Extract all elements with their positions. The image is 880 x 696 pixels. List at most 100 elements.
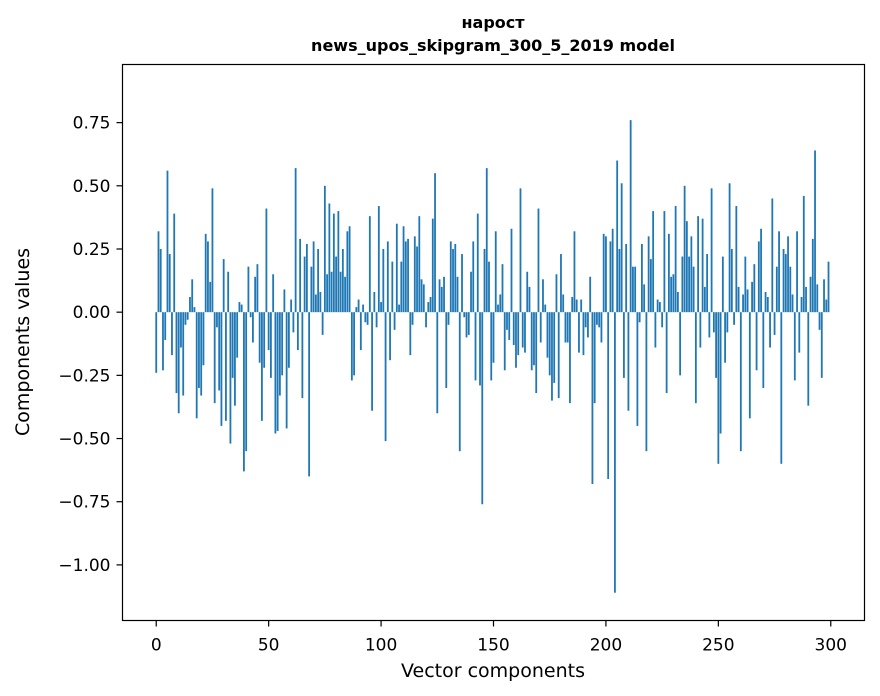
bar: [726, 312, 729, 333]
bar: [231, 312, 234, 378]
bar: [357, 299, 360, 313]
bar: [252, 312, 254, 343]
bar: [362, 304, 364, 313]
bar: [290, 299, 293, 313]
bar: [733, 312, 735, 325]
bar: [667, 233, 670, 313]
bar: [681, 256, 684, 313]
x-tick-label: 0: [151, 636, 162, 656]
bar: [685, 221, 688, 313]
bar: [458, 312, 461, 452]
bar: [620, 183, 623, 313]
bar: [724, 312, 726, 363]
bar: [274, 312, 277, 434]
bar: [483, 248, 486, 313]
bar: [227, 271, 230, 313]
bar: [332, 213, 335, 313]
bar: [440, 286, 443, 313]
bar: [398, 304, 400, 313]
bar: [171, 312, 173, 356]
bar: [571, 297, 574, 313]
bar: [348, 226, 351, 313]
x-tick-label: 50: [258, 636, 280, 656]
bar: [234, 312, 236, 406]
bar: [618, 248, 621, 313]
bar: [807, 312, 810, 406]
bar: [663, 211, 666, 313]
bar: [463, 312, 466, 318]
bar: [575, 299, 578, 313]
bar: [526, 271, 529, 313]
bar: [584, 312, 587, 328]
bar: [452, 248, 454, 313]
bar: [780, 312, 783, 464]
y-tick-label: 0.00: [73, 303, 111, 323]
bar: [784, 254, 787, 313]
bar: [636, 312, 639, 426]
bar: [389, 312, 391, 361]
x-axis-ticks: 0 50 100 150 200 250 300: [151, 620, 847, 656]
bar: [218, 312, 221, 391]
bar: [791, 294, 794, 313]
bar: [323, 185, 326, 313]
bar: [402, 226, 405, 313]
bar: [476, 213, 479, 313]
bar: [353, 312, 355, 376]
y-axis-label: Components values: [12, 248, 34, 436]
bar: [694, 312, 697, 404]
bar: [566, 312, 569, 343]
bar: [391, 261, 394, 313]
bar: [258, 312, 261, 363]
bar: [737, 286, 740, 313]
bars-group: [155, 120, 830, 593]
y-tick-label: 0.50: [73, 177, 111, 197]
bar: [159, 248, 162, 313]
bar: [202, 312, 205, 366]
bar: [303, 256, 306, 313]
bar: [193, 307, 196, 313]
bar: [189, 297, 191, 313]
bar: [508, 312, 511, 340]
bar: [339, 271, 342, 313]
bar: [350, 312, 353, 381]
bar: [647, 236, 650, 313]
bar: [359, 312, 362, 351]
bar: [431, 218, 434, 313]
bar: [553, 312, 556, 383]
bar: [247, 266, 250, 313]
bar: [238, 302, 241, 313]
bar: [703, 286, 706, 313]
bar: [265, 208, 268, 313]
bar: [825, 299, 828, 313]
bar: [425, 312, 427, 328]
bar: [337, 211, 340, 313]
bar: [411, 312, 414, 325]
bar: [679, 312, 682, 376]
bar: [287, 312, 290, 368]
bar: [243, 312, 245, 472]
bar: [598, 312, 601, 328]
bar: [769, 312, 771, 348]
x-tick-label: 250: [702, 636, 734, 656]
bar: [236, 312, 239, 358]
bar: [775, 266, 778, 313]
bar: [654, 312, 657, 348]
bar: [670, 276, 673, 313]
bar: [263, 312, 266, 368]
bar: [652, 211, 655, 313]
bar: [285, 312, 288, 429]
bar: [166, 170, 169, 313]
bar: [443, 276, 445, 313]
bar: [739, 312, 742, 452]
bar: [485, 168, 488, 313]
bar: [314, 294, 317, 313]
y-tick-label: −0.50: [58, 430, 110, 450]
bar: [155, 312, 158, 373]
bar: [557, 312, 560, 399]
bar: [186, 312, 189, 320]
bar: [629, 120, 632, 313]
bar: [701, 218, 704, 313]
bar: [465, 312, 468, 338]
bar: [368, 216, 371, 313]
bar: [580, 299, 583, 313]
